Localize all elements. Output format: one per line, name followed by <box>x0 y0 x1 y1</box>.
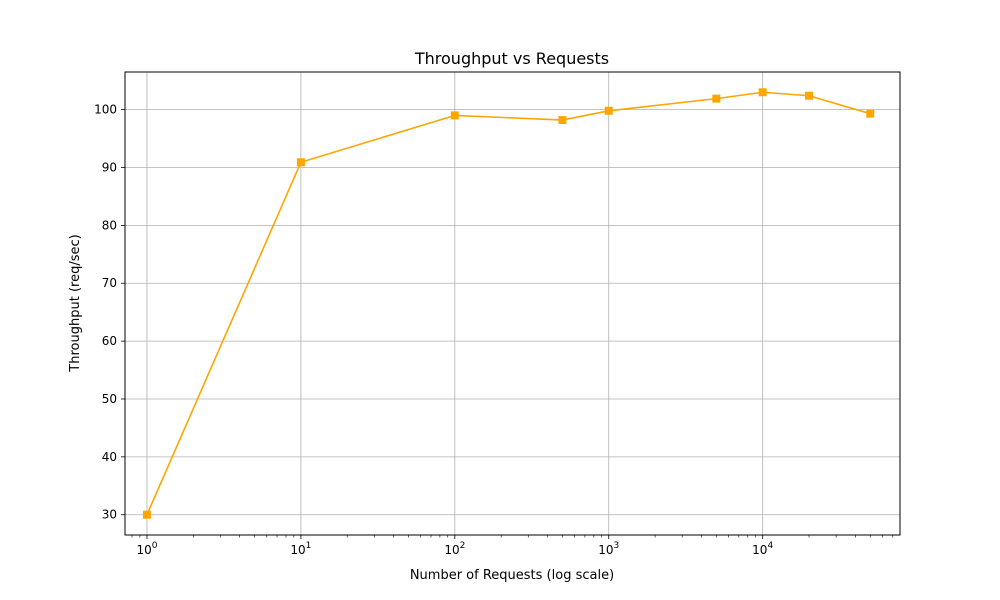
data-point <box>296 158 305 167</box>
x-axis-label: Number of Requests (log scale) <box>410 568 614 583</box>
y-tick-label: 70 <box>102 276 117 290</box>
plot-frame <box>124 71 901 536</box>
data-point <box>805 91 814 100</box>
data-point <box>604 106 613 115</box>
data-point <box>758 88 767 97</box>
axis-ticks: 30 40 50 60 70 80 90 100 100 101 102 103 104 <box>94 103 894 557</box>
x-tick-label: 101 <box>290 541 311 557</box>
data-point <box>866 109 875 118</box>
y-tick-label: 80 <box>102 218 117 232</box>
chart-title: Throughput vs Requests <box>414 49 609 68</box>
y-tick-label: 60 <box>102 334 117 348</box>
y-tick-label: 40 <box>102 450 117 464</box>
y-tick-label: 100 <box>94 103 117 117</box>
data-point <box>142 510 151 519</box>
data-point <box>712 94 721 103</box>
y-tick-label: 50 <box>102 392 117 406</box>
data-point <box>450 111 459 120</box>
x-tick-label: 104 <box>752 541 773 557</box>
x-tick-label: 100 <box>136 541 157 557</box>
grid-lines <box>125 72 900 535</box>
x-tick-label: 103 <box>598 541 619 557</box>
data-point <box>558 116 567 125</box>
series <box>142 88 875 519</box>
y-axis-label: Throughput (req/sec) <box>68 234 83 372</box>
x-tick-label: 102 <box>444 541 465 557</box>
y-tick-label: 30 <box>102 508 117 522</box>
y-tick-label: 90 <box>102 160 117 174</box>
